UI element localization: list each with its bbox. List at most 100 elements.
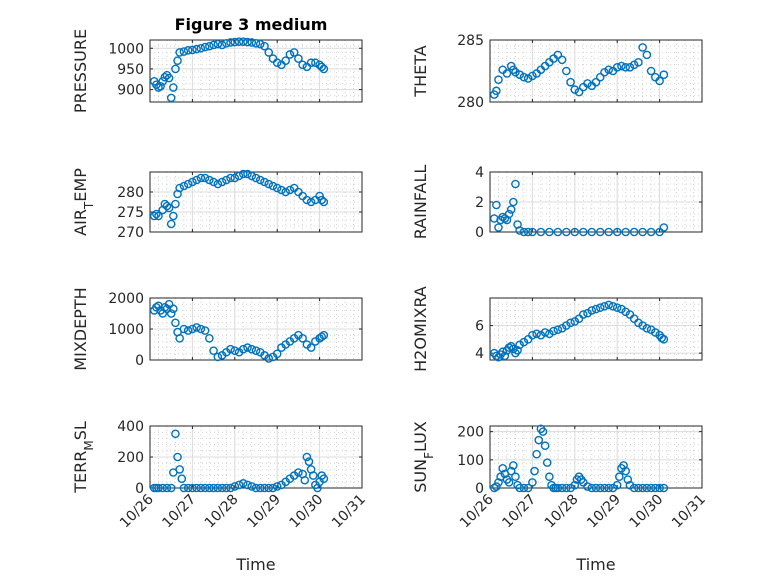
y-tick-label: 2	[475, 195, 484, 211]
data-point	[289, 48, 299, 57]
data-point	[205, 41, 214, 51]
data-point	[188, 483, 197, 493]
data-point	[247, 171, 257, 181]
y-tick-label: 1000	[108, 322, 144, 338]
data-point	[540, 441, 550, 451]
data-point	[298, 60, 307, 70]
data-point	[260, 41, 269, 51]
data-point	[260, 177, 269, 187]
data-point	[530, 466, 539, 476]
data-point	[183, 326, 193, 335]
data-point	[166, 309, 176, 318]
data-point	[162, 201, 172, 211]
data-point	[528, 227, 537, 237]
data-point	[179, 47, 189, 56]
data-point	[285, 185, 295, 195]
y-axis-label: PRESSURE	[71, 29, 90, 113]
data-point	[612, 303, 622, 312]
data-point	[545, 227, 554, 237]
y-tick-label: 200	[117, 450, 144, 466]
data-point	[655, 227, 664, 237]
data-point	[638, 321, 647, 330]
data-point	[209, 40, 218, 50]
y-tick-label: 0	[135, 481, 144, 497]
data-point	[621, 307, 630, 317]
data-point	[621, 62, 630, 72]
data-point	[621, 227, 630, 237]
data-point	[222, 39, 231, 48]
y-tick-label: 280	[457, 95, 484, 111]
y-tick-label: 900	[117, 83, 144, 99]
data-point	[519, 483, 529, 493]
data-point	[183, 483, 193, 493]
data-point	[175, 465, 184, 474]
data-point	[243, 37, 252, 47]
data-point	[511, 67, 520, 77]
data-point	[519, 337, 529, 347]
y-tick-label: 280	[117, 185, 144, 201]
data-point	[604, 483, 614, 493]
data-point	[272, 349, 282, 359]
data-point	[638, 43, 647, 52]
data-point	[164, 203, 174, 213]
data-point	[171, 64, 180, 74]
data-point	[285, 50, 295, 59]
data-point	[306, 58, 316, 68]
data-point	[506, 205, 516, 214]
data-point	[294, 468, 303, 477]
data-point	[304, 457, 314, 466]
data-point	[629, 60, 639, 70]
data-point	[183, 46, 193, 55]
data-point	[164, 299, 174, 309]
data-point	[500, 214, 510, 223]
data-point	[549, 326, 558, 336]
axes-frame	[489, 297, 703, 361]
data-point	[591, 483, 601, 493]
data-point	[634, 58, 643, 67]
y-axis-label: TERRMSL	[71, 421, 96, 494]
data-point	[226, 483, 235, 493]
x-axis-label: Time	[575, 555, 615, 574]
data-point	[277, 185, 286, 195]
data-point	[319, 64, 329, 74]
data-point	[506, 466, 516, 476]
data-point	[179, 181, 189, 191]
axes-frame	[149, 171, 363, 233]
figure-title: Figure 3 medium	[175, 15, 328, 34]
data-point	[578, 227, 588, 237]
data-point	[166, 483, 176, 493]
data-point	[222, 175, 231, 185]
data-point	[545, 329, 554, 339]
data-point	[566, 318, 575, 328]
data-point	[557, 55, 567, 65]
y-axis-label: H2OMIXRA	[411, 286, 430, 372]
data-point	[523, 227, 533, 237]
data-point	[515, 483, 524, 493]
data-point	[528, 71, 537, 81]
data-point	[553, 483, 563, 493]
data-point	[642, 324, 652, 333]
data-point	[272, 58, 282, 68]
data-point	[608, 483, 618, 493]
x-axis-label: Time	[235, 555, 275, 574]
data-point	[604, 65, 614, 75]
data-point	[169, 83, 178, 92]
data-point	[152, 209, 161, 219]
data-point	[177, 474, 187, 484]
data-point	[509, 344, 518, 354]
data-point	[230, 173, 240, 183]
data-point	[281, 187, 290, 197]
data-point	[570, 317, 580, 326]
data-point	[196, 483, 206, 493]
data-point	[255, 483, 265, 493]
data-point	[251, 483, 261, 493]
data-point	[519, 227, 529, 237]
data-point	[659, 223, 669, 232]
data-point	[540, 328, 550, 337]
data-point	[659, 483, 669, 493]
data-point	[494, 478, 503, 487]
data-point	[591, 304, 601, 314]
data-point	[509, 461, 518, 470]
data-point	[557, 324, 567, 333]
